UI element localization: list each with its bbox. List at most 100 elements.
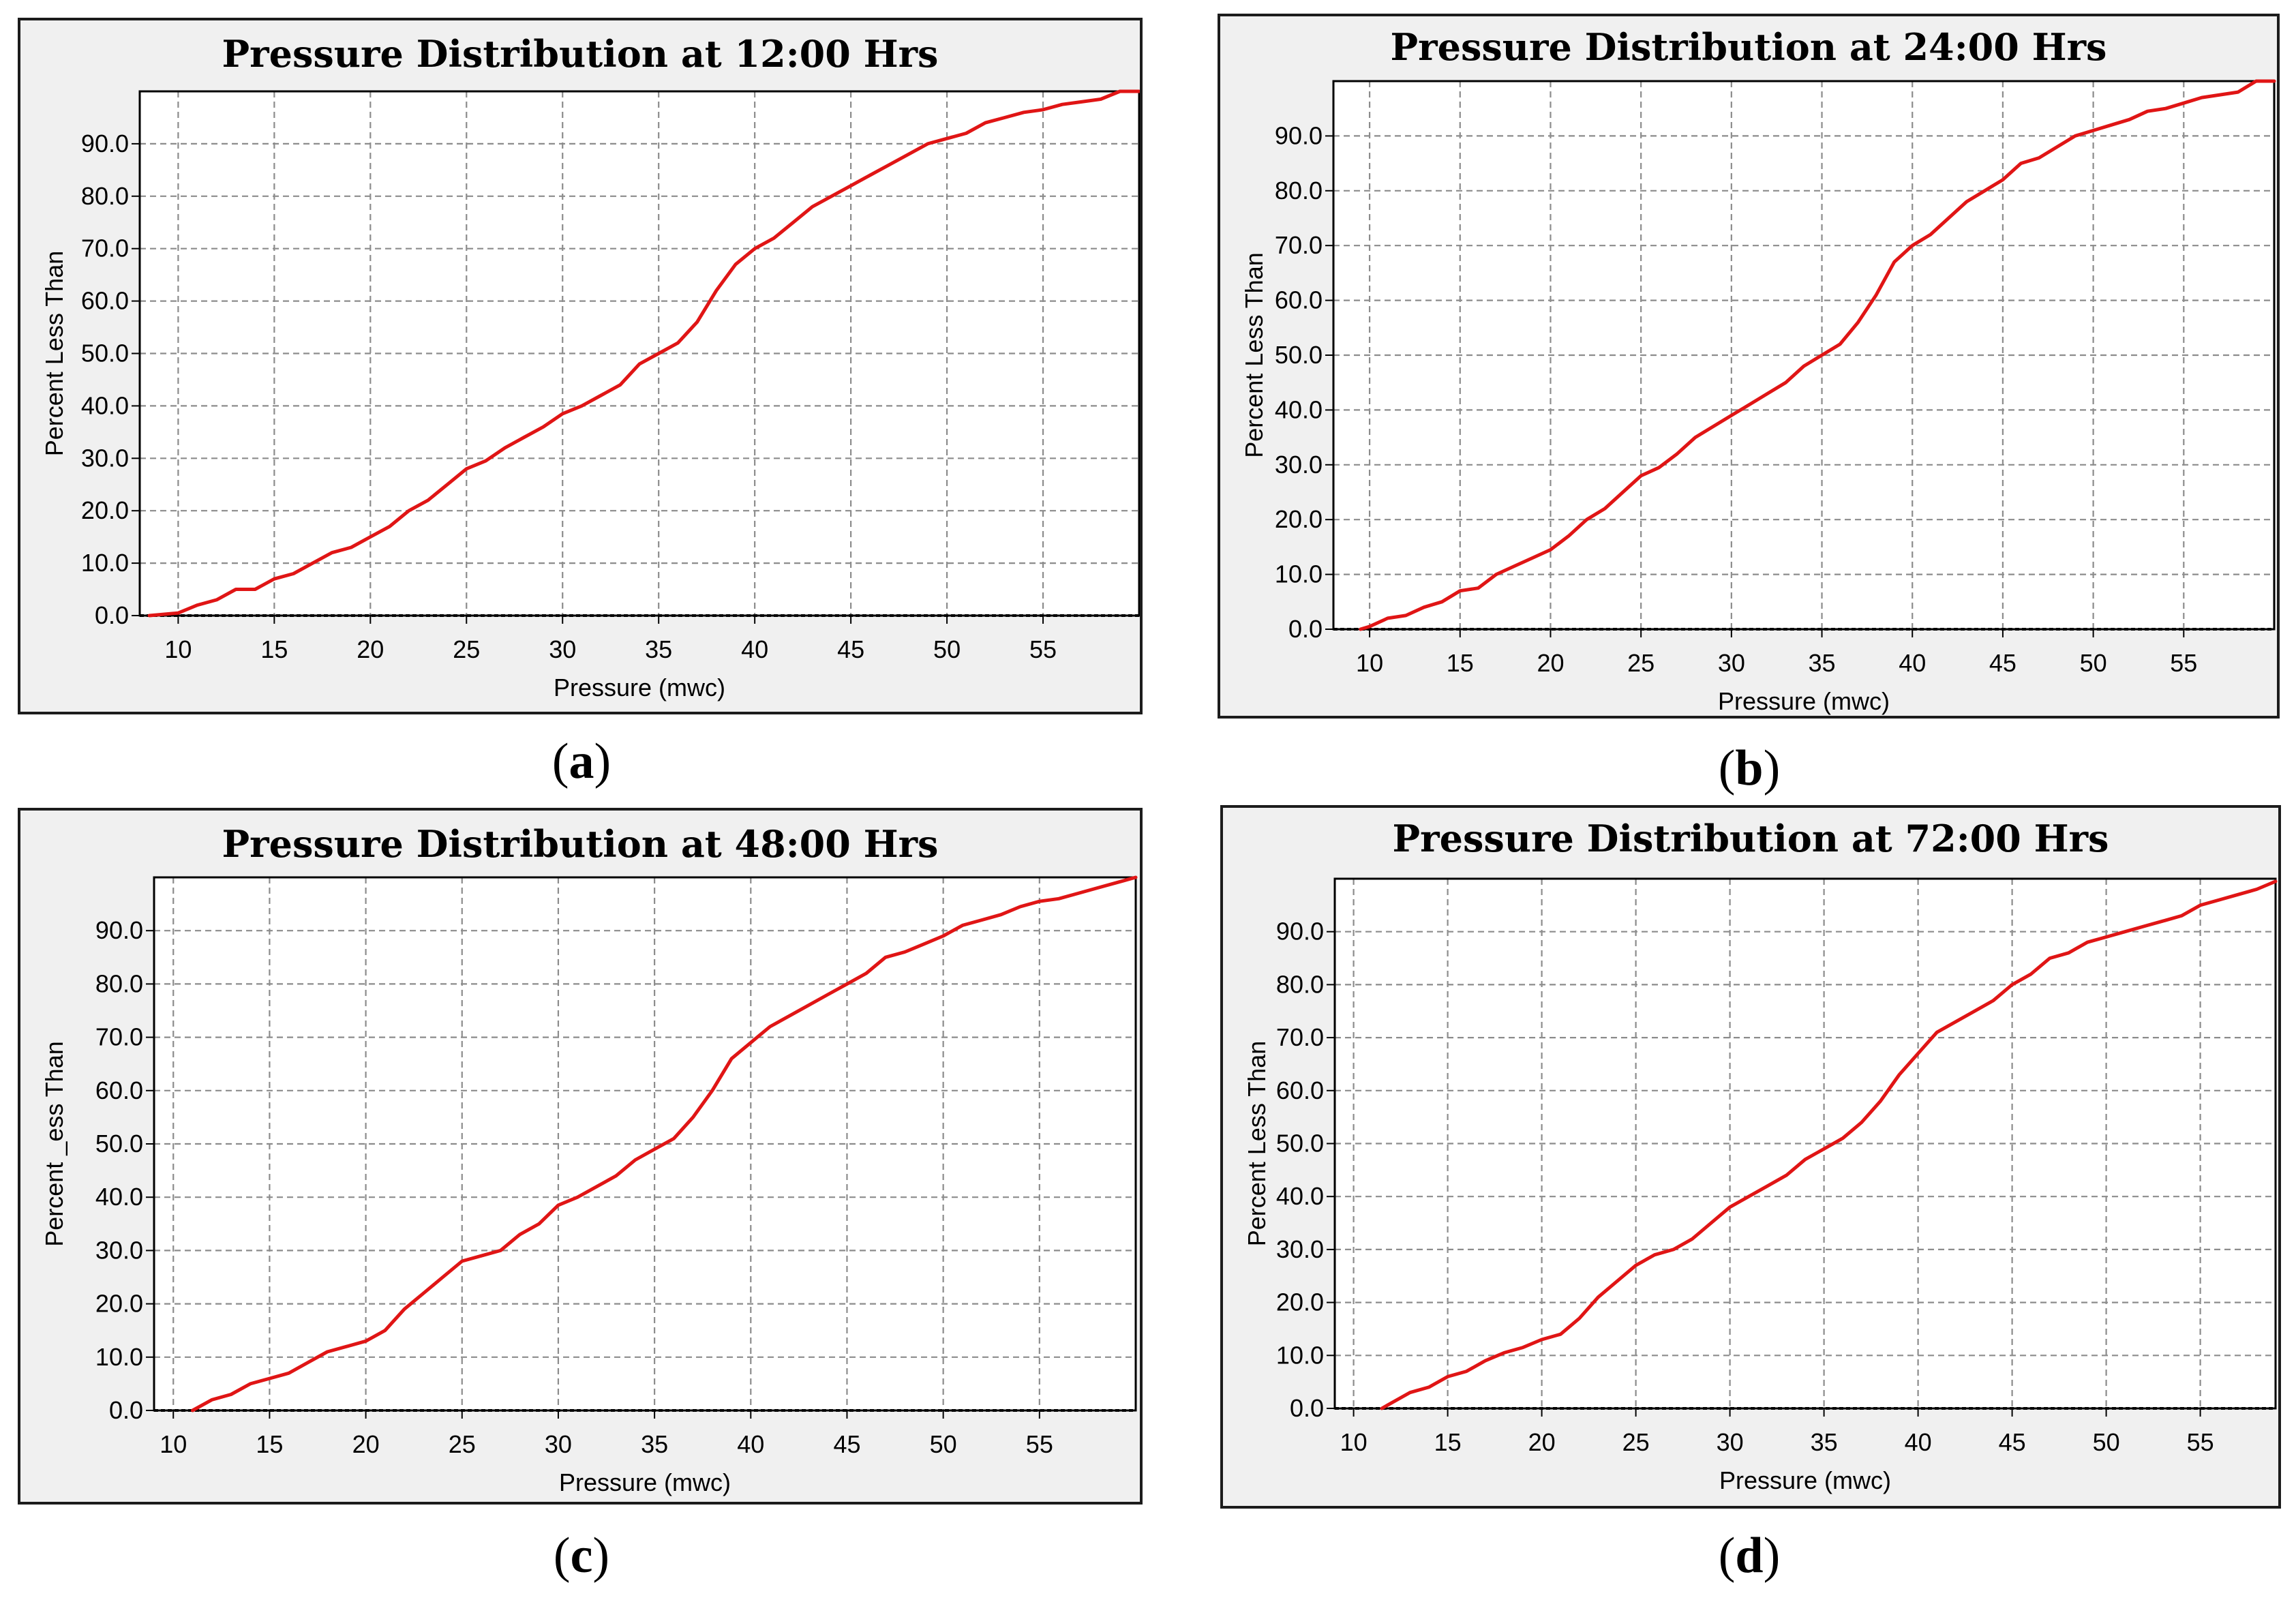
x-tick-label: 50: [930, 1430, 957, 1458]
x-tick-label: 40: [737, 1430, 764, 1458]
x-tick-label: 30: [1717, 1428, 1744, 1456]
caption-d: (d): [1718, 1528, 1781, 1584]
y-tick-label: 30.0: [81, 444, 129, 472]
y-axis-label: Percent _ess Than: [40, 1041, 68, 1247]
x-axis-label: Pressure (mwc): [554, 674, 725, 701]
x-tick-label: 40: [1899, 649, 1926, 677]
x-tick-label: 35: [641, 1430, 668, 1458]
y-tick-label: 90.0: [1275, 121, 1323, 149]
x-tick-label: 35: [645, 635, 672, 663]
x-tick-label: 25: [453, 635, 480, 663]
y-tick-label: 50.0: [1276, 1130, 1324, 1158]
x-tick-label: 20: [1528, 1428, 1556, 1456]
y-axis-label: Percent Less Than: [40, 251, 68, 457]
chart-title: Pressure Distribution at 48:00 Hrs: [222, 822, 939, 866]
y-tick-label: 10.0: [1275, 560, 1323, 588]
y-tick-label: 0.0: [109, 1396, 143, 1424]
y-axis-label: Percent Less Than: [1243, 1041, 1271, 1247]
chart-title: Pressure Distribution at 72:00 Hrs: [1392, 817, 2109, 860]
y-tick-label: 70.0: [95, 1023, 143, 1051]
series-line: [191, 875, 1138, 1412]
y-axis-label: Percent Less Than: [1240, 252, 1268, 458]
y-tick-label: 60.0: [81, 287, 129, 315]
y-tick-label: 70.0: [81, 235, 129, 262]
x-tick-label: 20: [357, 635, 384, 663]
caption-b: (b): [1718, 740, 1781, 796]
x-tick-label: 30: [545, 1430, 572, 1458]
x-axis-label: Pressure (mwc): [559, 1468, 731, 1496]
x-tick-label: 35: [1809, 649, 1836, 677]
x-tick-label: 15: [1434, 1428, 1462, 1456]
y-tick-label: 50.0: [1275, 341, 1323, 369]
chart-title: Pressure Distribution at 12:00 Hrs: [222, 32, 939, 76]
x-tick-label: 45: [1989, 649, 2016, 677]
x-tick-label: 25: [449, 1430, 476, 1458]
y-tick-label: 30.0: [95, 1236, 143, 1264]
x-tick-label: 40: [1905, 1428, 1932, 1456]
x-tick-label: 55: [1026, 1430, 1053, 1458]
chart-panel-c: Pressure Distribution at 48:00 Hrs 10 15 2…: [18, 808, 1143, 1505]
x-tick-label: 30: [1718, 649, 1745, 677]
y-tick-label: 80.0: [95, 969, 143, 997]
x-tick-label: 45: [833, 1430, 860, 1458]
y-tick-label: 30.0: [1275, 451, 1323, 479]
x-tick-label: 30: [549, 635, 576, 663]
x-tick-label: 10: [164, 635, 192, 663]
series-line: [1380, 879, 2278, 1410]
chart-panel-d: Pressure Distribution at 72:00 Hrs 10 15 2…: [1220, 805, 2281, 1509]
y-tick-label: 40.0: [81, 391, 129, 419]
x-tick-label: 10: [1356, 649, 1383, 677]
y-tick-label: 10.0: [81, 549, 129, 577]
x-tick-label: 45: [837, 635, 864, 663]
series-line: [1359, 79, 2276, 631]
y-tick-label: 90.0: [1276, 918, 1324, 946]
y-tick-label: 60.0: [95, 1076, 143, 1104]
y-tick-label: 40.0: [1276, 1182, 1324, 1210]
y-tick-label: 10.0: [95, 1343, 143, 1371]
y-tick-label: 40.0: [95, 1183, 143, 1211]
plot-border: [1332, 80, 2276, 631]
chart-svg: 10 15 20 25 30 35 40 45 50 55 0.0 10.0 20.0 30.0 40.0 5…: [1243, 877, 2278, 1494]
y-tick-label: 0.0: [1288, 615, 1323, 643]
y-tick-label: 50.0: [81, 339, 129, 367]
chart-svg: 10 15 20 25 30 35 40 45 50 55 0.0 10.0 20.0 30.0 40.0 5…: [40, 89, 1140, 701]
chart-title: Pressure Distribution at 24:00 Hrs: [1390, 25, 2107, 69]
y-tick-label: 20.0: [1276, 1288, 1324, 1316]
x-tick-label: 10: [160, 1430, 187, 1458]
x-tick-label: 40: [741, 635, 768, 663]
caption-c: (c): [553, 1528, 610, 1584]
x-tick-label: 20: [1537, 649, 1564, 677]
x-tick-label: 15: [1447, 649, 1474, 677]
plot-border: [138, 90, 1140, 617]
y-tick-label: 70.0: [1276, 1023, 1324, 1051]
y-tick-label: 0.0: [95, 601, 129, 629]
x-tick-label: 55: [1029, 635, 1057, 663]
plot-border: [1333, 877, 2277, 1410]
x-axis-label: Pressure (mwc): [1719, 1466, 1891, 1494]
chart-panel-a: Pressure Distribution at 12:00 Hrs 10 15 2…: [18, 18, 1143, 714]
x-tick-label: 25: [1622, 1428, 1650, 1456]
x-tick-label: 45: [1999, 1428, 2026, 1456]
x-tick-label: 55: [2170, 649, 2197, 677]
y-tick-label: 80.0: [1276, 970, 1324, 998]
y-tick-label: 80.0: [81, 182, 129, 210]
y-tick-label: 60.0: [1276, 1076, 1324, 1104]
chart-panel-b: Pressure Distribution at 24:00 Hrs 10 15 2…: [1218, 14, 2280, 719]
y-tick-label: 50.0: [95, 1130, 143, 1158]
y-tick-label: 90.0: [95, 916, 143, 944]
chart-svg: 10 15 20 25 30 35 40 45 50 55 0.0 10.0 20.0 30.0 40.0 5…: [40, 875, 1138, 1496]
caption-a: (a): [552, 734, 611, 789]
x-axis-label: Pressure (mwc): [1718, 687, 1890, 715]
y-tick-label: 40.0: [1275, 395, 1323, 423]
x-tick-label: 35: [1811, 1428, 1838, 1456]
x-tick-label: 10: [1340, 1428, 1368, 1456]
y-tick-label: 20.0: [81, 496, 129, 524]
y-tick-label: 60.0: [1275, 286, 1323, 314]
y-tick-label: 0.0: [1290, 1394, 1324, 1422]
x-tick-label: 15: [256, 1430, 283, 1458]
y-tick-label: 20.0: [1275, 505, 1323, 533]
y-tick-label: 20.0: [95, 1290, 143, 1318]
y-tick-label: 80.0: [1275, 177, 1323, 205]
x-tick-label: 50: [2080, 649, 2107, 677]
y-tick-label: 70.0: [1275, 231, 1323, 259]
